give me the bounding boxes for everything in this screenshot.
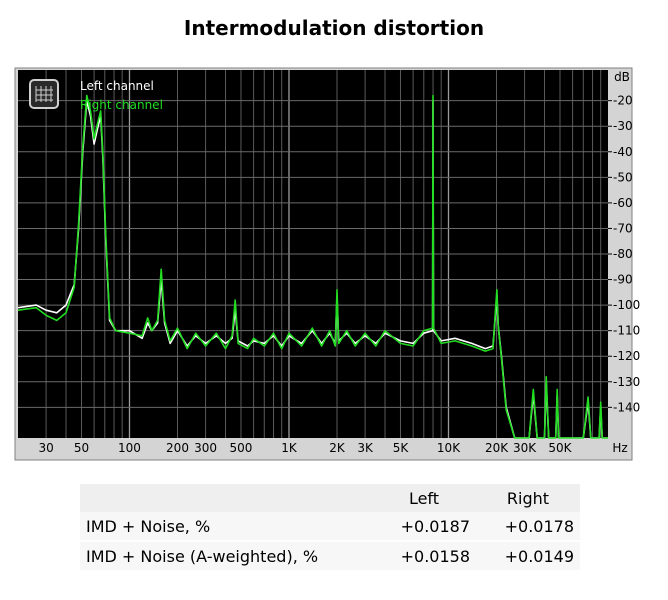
x-tick-label: 50 [74,441,89,455]
legend-icon [29,79,59,109]
y-tick-label: -40 [613,145,633,159]
x-tick-label: 500 [230,441,253,455]
y-tick-label: -100 [613,298,640,312]
row-label: IMD + Noise, % [86,516,211,536]
left-value: +0.0158 [372,540,476,570]
x-tick-label: 200 [166,441,189,455]
column-header-left: Left [408,488,440,508]
imd-spectrum-chart: -20 -30 -40 -50 -60 -70 -80 -90 -100 -110 -120 -130… [14,67,640,461]
results-header-row: Left Right [80,484,580,512]
y-tick-label: -80 [613,247,633,261]
x-tick-label: 5K [393,441,410,455]
legend-right-channel: Right channel [80,98,163,112]
table-row: IMD + Noise (A-weighted), % +0.0158 +0.0… [80,540,580,570]
series-lines [17,94,608,439]
y-tick-labels: -20 -30 -40 -50 -60 -70 -80 -90 -100 -110 -120 -130… [608,94,640,414]
x-tick-label: 30K [513,441,537,455]
y-tick-label: -110 [613,324,640,338]
y-tick-label: -90 [613,273,633,287]
x-tick-label: 20K [485,441,509,455]
y-tick-label: -60 [613,196,633,210]
y-tick-label: -130 [613,375,640,389]
column-header-right: Right [506,488,550,508]
y-tick-label: -50 [613,170,633,184]
x-tick-label: 2K [329,441,346,455]
right-value: +0.0149 [476,540,580,570]
series-line [17,94,608,439]
table-row: IMD + Noise, % +0.0187 +0.0178 [80,512,580,541]
x-tick-label: 1K [281,441,298,455]
right-value: +0.0178 [504,516,574,536]
y-tick-label: -70 [613,221,633,235]
grid-lines [18,70,608,438]
results-table: Left Right IMD + Noise, % +0.0187 +0.017… [80,484,580,570]
left-value: +0.0187 [400,516,470,536]
x-tick-label: 100 [118,441,141,455]
row-label: IMD + Noise (A-weighted), % [80,540,372,570]
y-tick-label: -120 [613,349,640,363]
x-tick-label: 10K [437,441,461,455]
legend-left-channel: Left channel [80,79,154,93]
y-axis-unit: dB [614,70,630,84]
x-tick-label: 30 [38,441,53,455]
column-header-label [80,484,372,512]
x-tick-labels: 30 50 100 200 300 500 1K 2K 3K 5K 10K 20K 30K 50K [38,441,572,455]
chart-title: Intermodulation distortion [183,16,485,40]
x-tick-label: 3K [357,441,374,455]
x-tick-label: 50K [548,441,572,455]
y-tick-label: -140 [613,400,640,414]
x-tick-label: 300 [194,441,217,455]
legend: Left channel Right channel [29,79,163,112]
y-tick-label: -30 [613,119,633,133]
y-tick-label: -20 [613,94,633,108]
x-axis-unit: Hz [612,441,627,455]
